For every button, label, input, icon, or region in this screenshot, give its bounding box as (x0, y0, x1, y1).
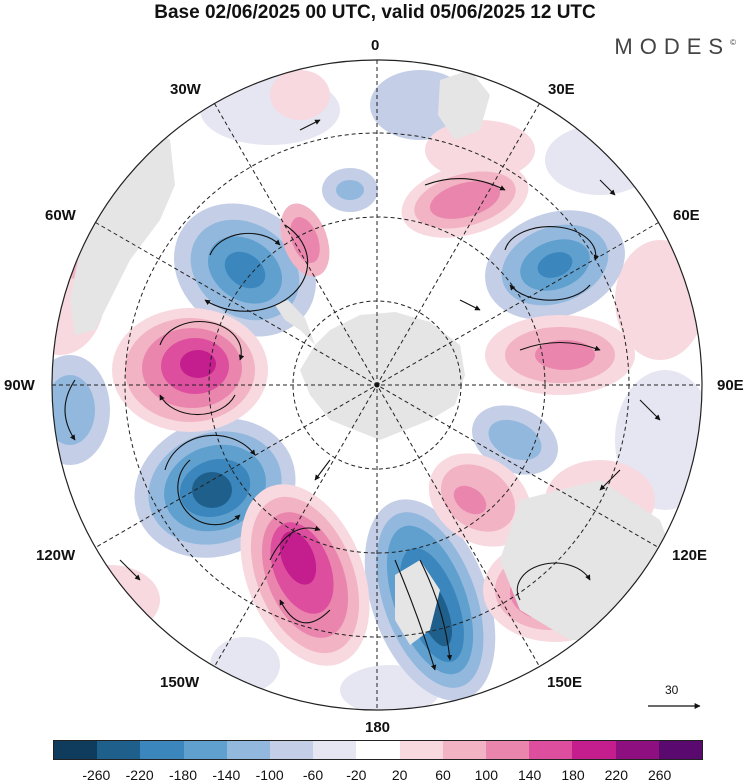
vector (459, 299, 481, 311)
vector (164, 434, 256, 471)
colorbar-tick-label: 60 (435, 767, 451, 783)
colorbar-tick-label: -20 (346, 767, 367, 783)
vector (299, 119, 321, 131)
antarctica-landmass (300, 312, 465, 440)
colorbar-tick-label: -60 (302, 767, 324, 783)
vector (599, 469, 621, 491)
lon-label-90e: 90E (717, 377, 744, 394)
vector (394, 559, 437, 671)
logo-text: MODES (614, 34, 731, 59)
high-120e (428, 453, 532, 547)
vector (509, 284, 591, 301)
vector (64, 379, 76, 441)
low-near-0 (322, 168, 378, 212)
colorbar-segment (226, 741, 271, 759)
colorbar-tick-label: -220 (125, 767, 154, 783)
lon-label-150w: 150W (160, 674, 200, 691)
low-60e (485, 210, 625, 320)
vector (204, 224, 309, 312)
vector (159, 321, 245, 361)
colorbar-segment (140, 741, 184, 759)
colorbar-tick-label: -260 (82, 767, 111, 783)
lon-label-60w: 60W (45, 207, 76, 224)
colorbar-tick-label: -140 (212, 767, 241, 783)
wind-vectors (64, 119, 661, 671)
lon-label-120w: 120W (36, 547, 76, 564)
colorbar-segment (97, 741, 141, 759)
colorbar-segment (183, 741, 227, 759)
colorbar-segment (442, 741, 487, 759)
vector (639, 399, 661, 421)
high-near-20w (280, 203, 330, 277)
lon-label-30e: 30E (548, 81, 575, 98)
lon-label-30w: 30W (170, 81, 201, 98)
colorbar-segment (572, 741, 616, 759)
colorbar-tick-label: 220 (604, 767, 629, 783)
colorbar-segment (54, 741, 98, 759)
vector (504, 226, 599, 261)
high-40e (401, 162, 529, 238)
colorbar-tick-label: 180 (561, 767, 585, 783)
colorbar-tick-label: 100 (474, 767, 499, 783)
vector (314, 459, 331, 481)
vector (209, 232, 281, 256)
lon-label-120e: 120E (672, 547, 708, 564)
vector (599, 179, 616, 196)
modes-logo: MODES© (614, 34, 736, 60)
lon-label-60e: 60E (673, 207, 700, 224)
high-80w (112, 308, 268, 432)
colorbar-segment (658, 741, 703, 759)
south-pole-marker (374, 382, 380, 388)
vector (159, 394, 236, 416)
colorbar-segment (399, 741, 443, 759)
vector (519, 341, 601, 351)
colorbar-segment (529, 741, 573, 759)
antarctic-peninsula (275, 300, 315, 345)
vector (177, 459, 241, 526)
lon-label-180: 180 (365, 719, 391, 736)
lon-label-90w: 90W (4, 377, 35, 394)
colorbar-segment (356, 741, 400, 759)
colorbar-segment (270, 741, 314, 759)
map-title: Base 02/06/2025 00 UTC, valid 05/06/2025… (154, 2, 596, 23)
colorbar-tick-label: 260 (647, 767, 672, 783)
vector (269, 525, 321, 561)
colorbar-tick-label: -180 (168, 767, 198, 783)
colorbar-segment (313, 741, 357, 759)
colorbar-tick-label: -100 (255, 767, 284, 783)
colorbar (53, 740, 703, 760)
low-far-west-90w (52, 355, 110, 465)
colorbar-segment (615, 741, 659, 759)
low-100e (472, 405, 558, 475)
colorbar-tick-label: 140 (517, 767, 542, 783)
vector (516, 562, 591, 601)
anomaly-field (52, 60, 702, 710)
vector (279, 599, 331, 624)
logo-mark: © (730, 38, 736, 47)
colorbar-segment (486, 741, 530, 759)
vector (424, 178, 506, 191)
colorbar-tick-label: 20 (391, 767, 408, 783)
lon-label-150e: 150E (547, 674, 583, 691)
map-boundary (51, 59, 703, 711)
reference-vector-label: 30 (665, 683, 679, 697)
high-80e (485, 315, 635, 395)
lon-label-0: 0 (371, 37, 380, 54)
vector (119, 559, 141, 581)
new-zealand (395, 560, 440, 645)
vector (419, 559, 453, 661)
africa-tip (438, 70, 490, 140)
